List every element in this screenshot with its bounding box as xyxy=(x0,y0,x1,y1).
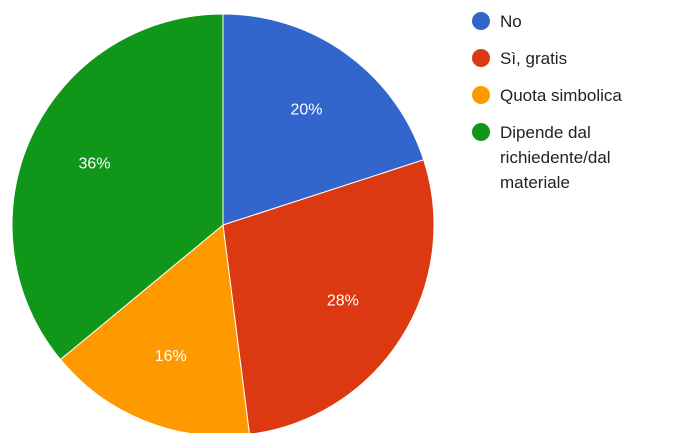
pie-slice-quota-simbolica xyxy=(59,224,250,433)
pie-slice-si-gratis xyxy=(222,159,435,433)
legend-item-dipende: Dipende dal richiedente/dal materiale xyxy=(472,120,672,195)
slice-label-si-gratis: 28% xyxy=(327,292,359,309)
slice-label-quota-simbolica: 16% xyxy=(155,348,187,365)
pie-slice-no xyxy=(222,13,425,226)
legend-swatch-si-gratis xyxy=(472,49,490,67)
legend-item-quota-simbolica: Quota simbolica xyxy=(472,83,672,108)
legend-label-no: No xyxy=(500,12,522,31)
chart-legend: No Sì, gratis Quota simbolica Dipende da… xyxy=(472,9,672,207)
legend-swatch-no xyxy=(472,12,490,30)
legend-swatch-dipende xyxy=(472,123,490,141)
legend-label-si-gratis: Sì, gratis xyxy=(500,49,568,68)
legend-item-no: No xyxy=(472,9,672,34)
legend-swatch-quota-simbolica xyxy=(472,86,490,104)
pie-slice-dipende xyxy=(11,13,224,361)
slice-label-dipende: 36% xyxy=(78,156,110,173)
legend-label-dipende: Dipende dal richiedente/dal materiale xyxy=(500,123,611,192)
slice-label-no: 20% xyxy=(290,101,322,118)
legend-label-quota-simbolica: Quota simbolica xyxy=(500,86,622,105)
legend-item-si-gratis: Sì, gratis xyxy=(472,46,672,71)
